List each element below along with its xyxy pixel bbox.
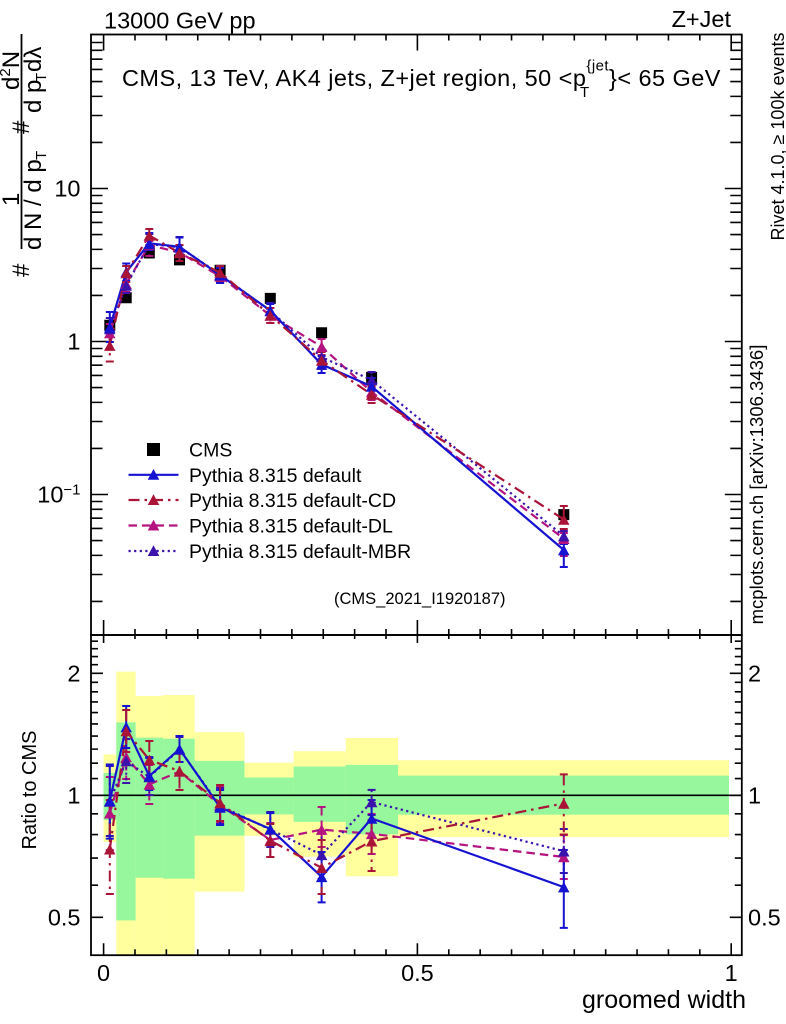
svg-text:Rivet 4.1.0, ≥ 100k events: Rivet 4.1.0, ≥ 100k events bbox=[768, 33, 786, 241]
svg-text:Pythia 8.315 default-MBR: Pythia 8.315 default-MBR bbox=[189, 541, 411, 563]
svg-text:0.5: 0.5 bbox=[748, 904, 781, 930]
svg-text:0.5: 0.5 bbox=[401, 960, 434, 986]
svg-text:2: 2 bbox=[67, 660, 80, 686]
svg-text:Ratio to CMS: Ratio to CMS bbox=[19, 731, 41, 850]
svg-text:T: T bbox=[580, 84, 589, 101]
svg-text:dλ: dλ bbox=[20, 47, 47, 72]
svg-text:#: # bbox=[8, 263, 35, 277]
svg-text:Pythia 8.315 default-DL: Pythia 8.315 default-DL bbox=[189, 516, 393, 538]
svg-text:d N / d p: d N / d p bbox=[20, 159, 47, 250]
svg-text:#: # bbox=[8, 120, 35, 134]
svg-text:(CMS_2021_I1920187): (CMS_2021_I1920187) bbox=[334, 590, 506, 608]
svg-text:1: 1 bbox=[725, 960, 738, 986]
svg-text:groomed width: groomed width bbox=[582, 986, 746, 1014]
svg-text:1: 1 bbox=[748, 782, 761, 808]
svg-text:mcplots.cern.ch [arXiv:1306.34: mcplots.cern.ch [arXiv:1306.3436] bbox=[746, 345, 767, 625]
svg-text:Z+Jet: Z+Jet bbox=[672, 6, 732, 32]
svg-text:d p: d p bbox=[20, 80, 47, 113]
svg-text:2: 2 bbox=[748, 660, 761, 686]
svg-text:Pythia 8.315 default-CD: Pythia 8.315 default-CD bbox=[189, 490, 396, 512]
svg-text:Pythia 8.315 default: Pythia 8.315 default bbox=[189, 465, 362, 487]
svg-text:0: 0 bbox=[97, 960, 110, 986]
svg-text:1: 1 bbox=[67, 329, 80, 355]
svg-text:1: 1 bbox=[0, 193, 25, 206]
svg-text:10: 10 bbox=[54, 176, 80, 202]
svg-text:T: T bbox=[33, 151, 50, 160]
svg-text:T: T bbox=[33, 73, 50, 82]
svg-text:13000 GeV pp: 13000 GeV pp bbox=[104, 8, 256, 34]
svg-text:0.5: 0.5 bbox=[48, 904, 81, 930]
svg-text:1: 1 bbox=[67, 782, 80, 808]
svg-text:CMS: CMS bbox=[189, 440, 232, 462]
